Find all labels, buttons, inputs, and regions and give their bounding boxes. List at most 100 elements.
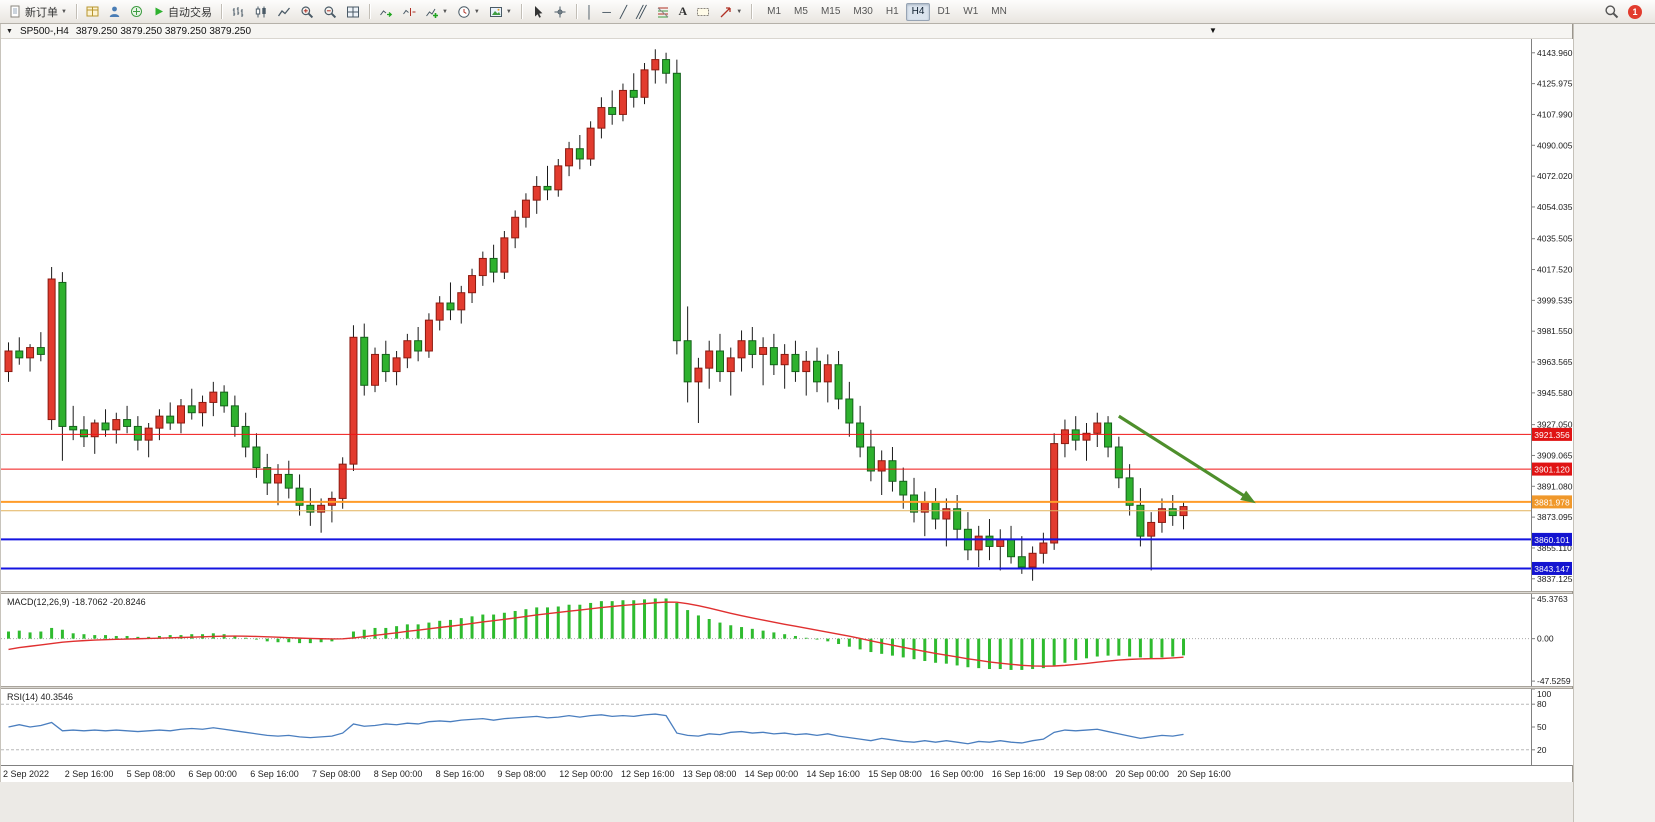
date-axis[interactable]: 2 Sep 2022 2 Sep 16:00 5 Sep 08:00 6 Sep 00… [1, 765, 1572, 782]
cursor-arrow-icon [534, 5, 543, 18]
date-label: 8 Sep 00:00 [373, 769, 423, 779]
cursor-button[interactable] [527, 2, 548, 22]
timeframe-button-h4[interactable]: H4 [905, 2, 931, 21]
candle-body [1082, 432, 1091, 441]
price-tick-label: 3963.565 [1537, 357, 1573, 367]
candle-body [1104, 422, 1113, 448]
candle-body [1039, 542, 1048, 554]
timeframe-button-m5[interactable]: M5 [788, 3, 814, 21]
trendline-button[interactable]: ╱ [616, 2, 631, 22]
price-tick-label: 4017.520 [1537, 265, 1573, 275]
candle-body [58, 281, 67, 427]
timeframe-button-h1[interactable]: H1 [880, 3, 905, 21]
terminal-button[interactable] [126, 2, 147, 22]
chart-shift-button[interactable] [398, 2, 420, 22]
channel-icon: ╱╱ [636, 4, 647, 19]
arrows-button[interactable]: ▼ [715, 2, 746, 22]
candle-body [1093, 422, 1102, 434]
text-label-button[interactable] [692, 2, 714, 22]
candle-body [1007, 539, 1016, 558]
fibonacci-button[interactable] [652, 2, 674, 22]
candle-body [565, 148, 574, 167]
candle-body [101, 422, 110, 431]
channel-button[interactable]: ╱╱ [632, 2, 650, 22]
auto-scroll-button[interactable] [375, 2, 397, 22]
clock-icon [458, 5, 470, 18]
bar-chart-icon [232, 6, 244, 17]
timeframe-button-m1[interactable]: M1 [761, 3, 787, 21]
timeframe-button-m15[interactable]: M15 [815, 3, 846, 21]
candle-body [672, 72, 681, 342]
timeframe-button-d1[interactable]: D1 [931, 3, 956, 21]
candle-body [1050, 443, 1059, 544]
periods-button[interactable]: ▼ [453, 2, 484, 22]
candle-body [780, 353, 789, 366]
zoom-out-button[interactable] [319, 2, 341, 22]
candle-body [985, 535, 994, 547]
candle-body [791, 353, 800, 373]
new-order-button[interactable]: 新订单 ▼ [5, 2, 71, 22]
candle-body [252, 446, 261, 469]
auto-trading-label: 自动交易 [167, 6, 212, 19]
bar-chart-button[interactable] [227, 2, 249, 22]
text-button[interactable]: A [675, 2, 692, 22]
candle-body [69, 425, 78, 431]
notification-badge[interactable]: 1 [1628, 4, 1642, 19]
candle-body [608, 107, 617, 115]
vertical-line-button[interactable]: │ [582, 2, 598, 22]
tile-windows-icon [346, 6, 359, 17]
zoom-in-button[interactable] [296, 2, 318, 22]
candle-body [651, 59, 660, 71]
price-tick-label: 3945.580 [1537, 388, 1573, 398]
chart-shift-icon [403, 7, 416, 16]
price-badge-label: 3901.120 [1534, 465, 1570, 475]
date-label: 14 Sep 16:00 [806, 769, 860, 779]
timeframe-button-mn[interactable]: MN [985, 3, 1013, 21]
panel-splitter[interactable] [1, 591, 1572, 594]
candle-body [1060, 429, 1069, 445]
horizontal-line-button[interactable]: ─ [598, 2, 615, 22]
candle-body [1168, 508, 1177, 517]
panel-splitter[interactable] [1, 686, 1572, 689]
indicators-button[interactable]: ▼ [421, 2, 452, 22]
templates-button[interactable]: ▼ [485, 2, 516, 22]
candle-body [414, 340, 423, 352]
price-tick-label: 4035.505 [1537, 234, 1573, 244]
window-menu-icon[interactable]: ▼ [6, 27, 13, 35]
macd-axis-label: 0.00 [1537, 634, 1554, 644]
trend-arrow-line[interactable] [1117, 414, 1250, 500]
timeframe-button-m30[interactable]: M30 [847, 3, 878, 21]
play-icon [155, 7, 163, 16]
line-chart-button[interactable] [273, 2, 295, 22]
line-chart-icon [277, 7, 290, 16]
price-badge-label: 3921.356 [1534, 430, 1570, 440]
candle-body [759, 347, 768, 355]
chevron-down-icon: ▼ [441, 8, 448, 15]
rsi-axis-label: 50 [1537, 722, 1547, 732]
macd-panel[interactable]: 45.3763 0.00 -47.5259 [1, 594, 1573, 686]
crosshair-button[interactable] [549, 2, 571, 22]
candle-body [737, 340, 746, 359]
chevron-down-icon: ▼ [505, 8, 512, 15]
candlestick-chart-button[interactable] [250, 2, 272, 22]
price-badge [1532, 495, 1572, 509]
trend-arrow-head [1240, 490, 1256, 504]
main-price-chart[interactable]: 4143.960 4125.975 4107.990 4090.005 4072.020… [1, 39, 1573, 591]
timeframe-button-w1[interactable]: W1 [957, 3, 984, 21]
macd-axis-label: 45.3763 [1537, 594, 1568, 604]
chart-titlebar[interactable]: ▼ SP500-,H4 3879.250 3879.250 3879.250 3… [1, 24, 1572, 39]
auto-trading-button[interactable]: 自动交易 [148, 2, 216, 22]
candle-body [974, 535, 983, 551]
search-icon[interactable] [1604, 4, 1619, 19]
candle-body [683, 340, 692, 383]
price-tick-label: 4107.990 [1537, 109, 1573, 119]
template-picture-icon [489, 6, 502, 17]
crosshair-icon [554, 6, 566, 17]
navigator-button[interactable] [104, 2, 125, 22]
candle-body [36, 347, 45, 355]
tile-windows-button[interactable] [342, 2, 364, 22]
market-watch-button[interactable] [82, 2, 103, 22]
candle-body [996, 539, 1005, 547]
candle-body [187, 405, 196, 414]
